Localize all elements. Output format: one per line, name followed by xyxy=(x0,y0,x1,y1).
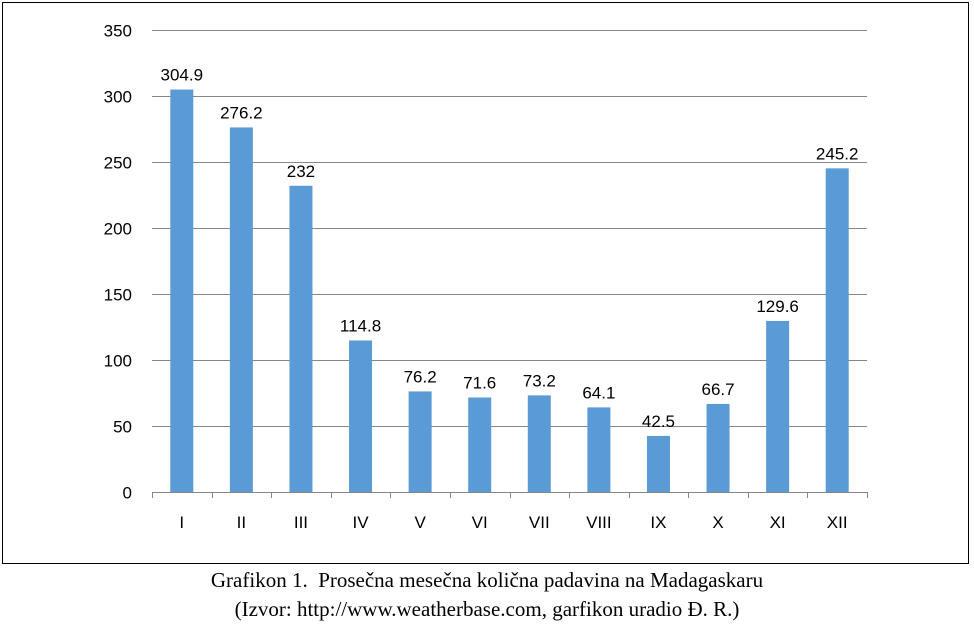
y-tick-label: 50 xyxy=(113,418,132,437)
y-tick-label: 200 xyxy=(104,220,132,239)
x-category-label: X xyxy=(712,513,723,532)
data-label-VIII: 64.1 xyxy=(582,383,615,402)
y-tick-label: 300 xyxy=(104,88,132,107)
figure-caption: Grafikon 1. Prosečna mesečna količna pad… xyxy=(0,566,974,624)
data-label-VI: 71.6 xyxy=(463,373,496,392)
data-label-XII: 245.2 xyxy=(816,144,859,163)
data-label-XI: 129.6 xyxy=(756,297,799,316)
caption-source: (Izvor: http://www.weatherbase.com, garf… xyxy=(234,597,740,621)
data-label-X: 66.7 xyxy=(701,380,734,399)
x-category-label: IV xyxy=(353,513,370,532)
bar-V xyxy=(408,391,432,492)
chart-frame: 0 50 100 150 200 250 300 350 304.9 276.2 232 114.8… xyxy=(2,2,969,564)
bar-IV xyxy=(349,340,373,492)
bars xyxy=(170,89,849,493)
bar-XII xyxy=(825,168,849,492)
bar-IX xyxy=(646,435,670,492)
y-tick-label: 100 xyxy=(104,352,132,371)
x-category-label: V xyxy=(414,513,426,532)
x-category-label: XII xyxy=(827,513,848,532)
caption-title: Grafikon 1. Prosečna mesečna količna pad… xyxy=(210,568,764,592)
data-label-III: 232 xyxy=(287,162,315,181)
data-labels: 304.9 276.2 232 114.8 76.2 71.6 73.2 64.1 42.5 66… xyxy=(161,66,859,431)
y-tick-label: 0 xyxy=(123,484,132,503)
bar-II xyxy=(229,127,253,492)
data-label-IX: 42.5 xyxy=(642,412,675,431)
bar-XI xyxy=(766,320,790,492)
y-axis-ticks: 0 50 100 150 200 250 300 350 xyxy=(104,22,132,503)
x-category-label: XI xyxy=(770,513,786,532)
bar-chart: 0 50 100 150 200 250 300 350 304.9 276.2 232 114.8… xyxy=(104,22,868,532)
bar-VI xyxy=(468,397,492,492)
data-label-I: 304.9 xyxy=(161,66,204,85)
y-tick-label: 250 xyxy=(104,154,132,173)
bar-III xyxy=(289,185,313,492)
gridlines xyxy=(152,30,868,498)
x-category-label: VIII xyxy=(586,513,612,532)
x-category-label: IX xyxy=(650,513,666,532)
y-tick-label: 350 xyxy=(104,22,132,41)
y-tick-label: 150 xyxy=(104,286,132,305)
data-label-II: 276.2 xyxy=(220,103,263,122)
bar-I xyxy=(170,89,194,493)
bar-VII xyxy=(527,395,551,492)
bar-VIII xyxy=(587,407,611,492)
x-category-label: II xyxy=(237,513,246,532)
x-category-label: VII xyxy=(529,513,550,532)
data-label-IV: 114.8 xyxy=(340,316,381,335)
x-category-label: I xyxy=(179,513,184,532)
x-category-label: III xyxy=(294,513,308,532)
data-label-VII: 73.2 xyxy=(523,371,556,390)
data-label-V: 76.2 xyxy=(404,367,437,386)
x-category-label: VI xyxy=(472,513,488,532)
x-axis-categories: I II III IV V VI VII VIII IX X XI XII xyxy=(179,513,847,532)
bar-X xyxy=(706,403,730,492)
